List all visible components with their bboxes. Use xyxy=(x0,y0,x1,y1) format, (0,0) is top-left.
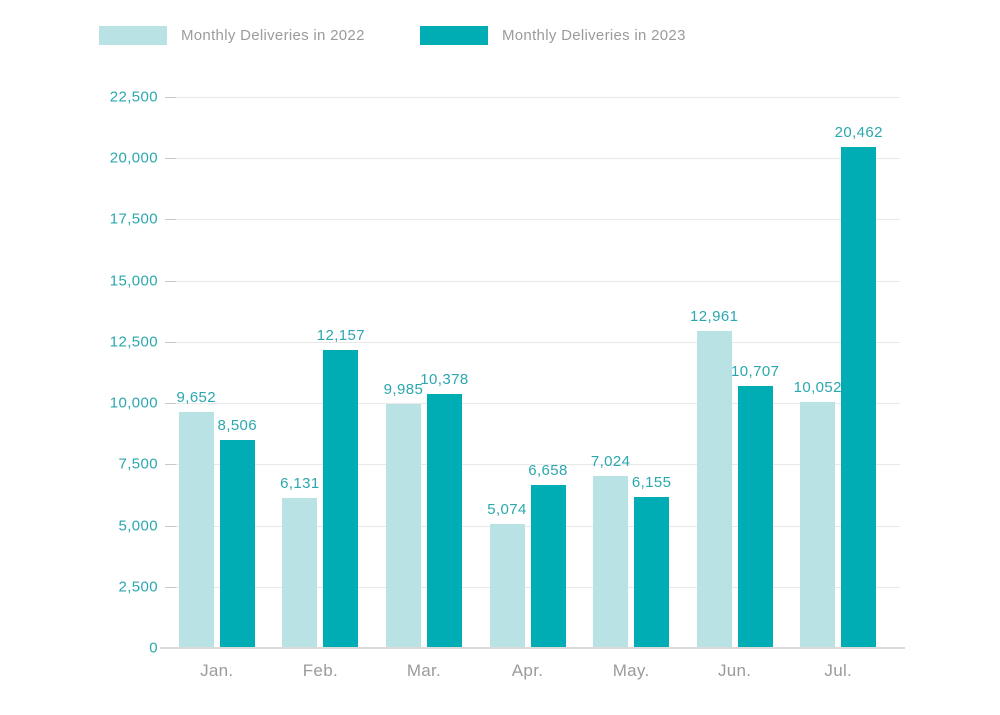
x-tick-label: Apr. xyxy=(511,661,544,680)
bar-value-label: 9,652 xyxy=(176,388,217,406)
bar-value-label: 10,052 xyxy=(793,378,842,396)
bar-group-feb: 6,131 12,157 xyxy=(269,97,373,648)
grid-line xyxy=(165,403,900,405)
y-tick-label: 7,500 xyxy=(118,455,158,473)
bar-value-label: 10,378 xyxy=(420,370,469,388)
bar-value-label: 10,707 xyxy=(731,362,780,380)
bar-value-label: 12,961 xyxy=(690,307,739,325)
bar-value-label: 8,506 xyxy=(217,416,258,434)
y-tick-label: 0 xyxy=(149,639,158,657)
bar-2023-may: 6,155 xyxy=(632,474,671,648)
y-axis: 0 2,500 5,000 7,500 10,000 12,500 15,000 17,500… xyxy=(0,89,158,657)
y-tick-label: 15,000 xyxy=(109,272,158,290)
x-axis: Jan. Feb. Mar. Apr. May. Jun. Jul. xyxy=(165,661,890,681)
x-tick-label: Jul. xyxy=(824,661,853,680)
bar-group-jun: 12,961 10,707 xyxy=(683,97,787,648)
bar-value-label: 6,658 xyxy=(528,462,568,479)
y-tick-mark xyxy=(165,403,176,405)
y-tick-mark xyxy=(165,280,176,282)
bar-value-label: 20,462 xyxy=(834,123,883,141)
grid-line xyxy=(165,341,900,343)
legend-label: Monthly Deliveries in 2022 xyxy=(181,27,365,44)
y-tick-mark xyxy=(165,219,176,221)
x-tick-label: Jan. xyxy=(200,661,234,680)
grid-line xyxy=(165,280,900,282)
bar-value-label: 7,024 xyxy=(590,453,631,470)
bar-2022-jan: 9,652 xyxy=(177,389,216,648)
bar-group-apr: 5,074 6,658 xyxy=(476,97,580,648)
bar-2022-may: 7,024 xyxy=(591,453,630,648)
legend-item-2023: Monthly Deliveries in 2023 xyxy=(420,26,686,45)
y-tick-label: 10,000 xyxy=(109,394,158,412)
x-tick-label: Jun. xyxy=(718,661,752,680)
legend-swatch-icon xyxy=(99,26,167,45)
y-tick-label: 2,500 xyxy=(118,578,158,596)
y-tick-label: 12,500 xyxy=(109,333,158,351)
bar-group-may: 7,024 6,155 xyxy=(579,97,683,648)
bar-2023-mar: 10,378 xyxy=(420,371,468,648)
y-tick-label: 17,500 xyxy=(109,210,158,228)
y-tick-mark xyxy=(165,158,176,160)
bar-value-label: 6,155 xyxy=(631,474,672,492)
legend-item-2022: Monthly Deliveries in 2022 xyxy=(99,26,365,45)
grid-line xyxy=(165,219,900,221)
bar-value-label: 6,131 xyxy=(280,474,320,492)
y-tick-mark xyxy=(165,586,176,588)
bar-2023-jun: 10,707 xyxy=(731,363,779,648)
legend-swatch-icon xyxy=(420,26,488,45)
bar-2022-mar: 9,985 xyxy=(384,381,423,648)
bar-value-label: 9,985 xyxy=(383,380,424,398)
grid-line xyxy=(165,464,900,466)
bar-group-mar: 9,985 10,378 xyxy=(372,97,476,648)
y-tick-mark xyxy=(165,97,176,98)
plot-area: 9,652 8,506 6,131 12,157 9,985 10,378 5,074 6,6… xyxy=(165,97,890,648)
x-tick-label: Feb. xyxy=(302,661,338,680)
y-tick-label: 20,000 xyxy=(109,149,158,167)
grid-line xyxy=(165,158,900,160)
bar-2023-jan: 8,506 xyxy=(218,417,257,648)
bar-group-jan: 9,652 8,506 xyxy=(165,97,269,648)
bar-2023-jul: 20,462 xyxy=(835,124,882,648)
x-tick-label: Mar. xyxy=(406,661,442,680)
x-tick-label: May. xyxy=(612,661,650,680)
grid-line xyxy=(165,97,900,98)
bar-2023-apr: 6,658 xyxy=(528,462,567,648)
bar-2022-jun: 12,961 xyxy=(690,308,738,648)
bar-2023-feb: 12,157 xyxy=(317,327,365,648)
bar-2022-apr: 5,074 xyxy=(487,501,526,648)
y-tick-mark xyxy=(165,525,176,527)
bar-value-label: 5,074 xyxy=(487,500,527,518)
y-tick-label: 5,000 xyxy=(118,517,158,535)
bar-group-jul: 10,052 20,462 xyxy=(786,97,890,648)
bar-2022-feb: 6,131 xyxy=(280,475,319,648)
bar-2022-jul: 10,052 xyxy=(794,379,841,648)
y-tick-label: 22,500 xyxy=(109,88,158,106)
legend-label: Monthly Deliveries in 2023 xyxy=(502,27,686,44)
bar-value-label: 12,157 xyxy=(316,327,365,345)
x-axis-baseline xyxy=(160,647,905,649)
y-tick-mark xyxy=(165,341,176,343)
y-tick-mark xyxy=(165,464,176,466)
